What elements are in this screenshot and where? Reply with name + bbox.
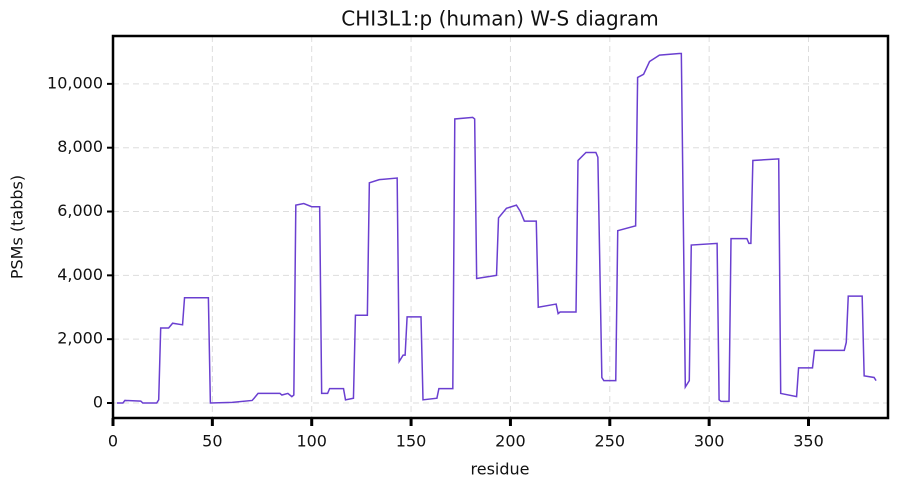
y-tick-label: 10,000	[47, 73, 103, 92]
x-tick-label: 350	[793, 432, 824, 451]
plot-frame	[111, 34, 890, 420]
x-tick-label: 200	[495, 432, 526, 451]
y-tick-label: 8,000	[57, 137, 103, 156]
x-tick-label: 250	[595, 432, 626, 451]
chart-title: CHI3L1:p (human) W-S diagram	[341, 7, 658, 31]
x-tick-label: 0	[108, 432, 118, 451]
y-tick-label: 6,000	[57, 201, 103, 220]
x-axis-label: residue	[471, 460, 530, 479]
y-tick-label: 0	[93, 393, 103, 412]
y-tick-label: 4,000	[57, 265, 103, 284]
data-line	[116, 52, 877, 404]
y-axis-label: PSMs (tabbs)	[8, 175, 27, 279]
y-tick-label: 2,000	[57, 329, 103, 348]
x-tick-label: 50	[202, 432, 222, 451]
x-tick-label: 150	[396, 432, 427, 451]
x-tick-label: 300	[694, 432, 725, 451]
x-tick-label: 100	[296, 432, 327, 451]
